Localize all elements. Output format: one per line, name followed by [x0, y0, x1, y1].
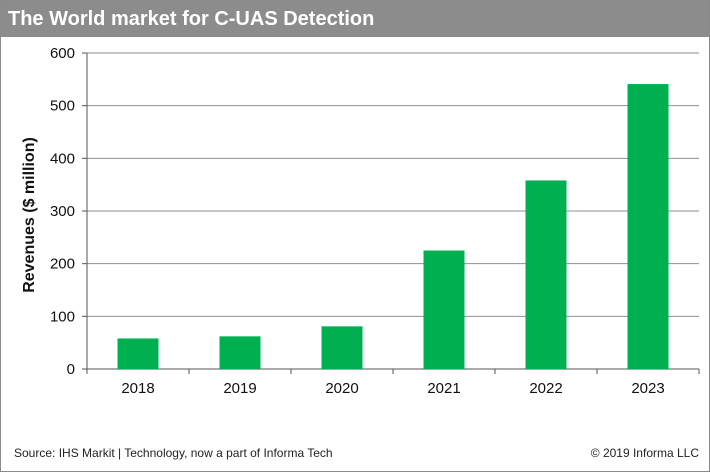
bar-2019 [219, 336, 261, 369]
y-tick-label: 400 [50, 150, 75, 167]
y-tick-label: 200 [50, 256, 75, 273]
title-bar: The World market for C-UAS Detection [1, 1, 709, 37]
y-axis-label: Revenues ($ million) [21, 137, 38, 293]
x-tick-label: 2020 [325, 380, 358, 397]
chart-title: The World market for C-UAS Detection [8, 8, 375, 30]
bar-2022 [525, 180, 567, 369]
bar-2018 [117, 338, 159, 369]
bar-2023 [627, 84, 669, 369]
bar-2021 [423, 250, 465, 369]
source-note: Source: IHS Markit | Technology, now a p… [14, 446, 333, 460]
x-tick-label: 2023 [631, 380, 664, 397]
y-tick-label: 100 [50, 308, 75, 325]
y-tick-label: 0 [67, 361, 75, 378]
y-tick-label: 500 [50, 98, 75, 115]
bar-2020 [321, 326, 363, 369]
x-tick-label: 2021 [427, 380, 460, 397]
copyright-note: © 2019 Informa LLC [590, 446, 699, 460]
x-tick-label: 2018 [121, 380, 154, 397]
x-tick-label: 2019 [223, 380, 256, 397]
y-tick-label: 600 [50, 45, 75, 62]
y-tick-label: 300 [50, 203, 75, 220]
x-tick-label: 2022 [529, 380, 562, 397]
